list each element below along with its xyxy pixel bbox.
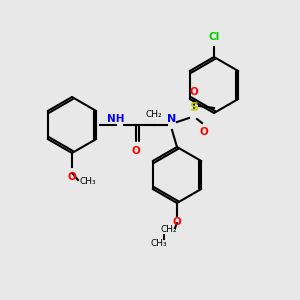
Text: CH₂: CH₂ — [146, 110, 162, 119]
Text: N: N — [167, 114, 177, 124]
Text: O: O — [190, 87, 198, 97]
Text: NH: NH — [107, 114, 125, 124]
Text: O: O — [200, 127, 208, 137]
Text: O: O — [68, 172, 76, 182]
Text: CH₂: CH₂ — [161, 226, 177, 235]
Text: S: S — [190, 101, 199, 114]
Text: CH₃: CH₃ — [80, 176, 97, 185]
Text: CH₃: CH₃ — [151, 239, 167, 248]
Text: Cl: Cl — [208, 32, 220, 42]
Text: O: O — [172, 217, 182, 227]
Text: O: O — [132, 146, 140, 156]
